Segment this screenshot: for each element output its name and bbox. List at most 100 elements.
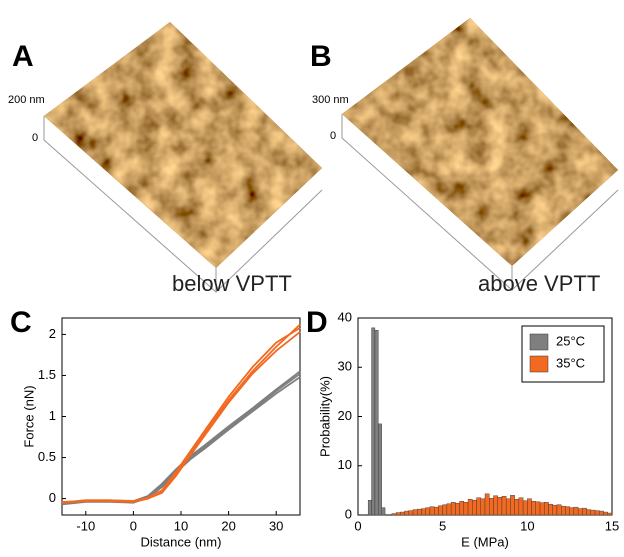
x-tick-label: 15 [605, 518, 619, 533]
histogram-bar [413, 510, 417, 515]
afm-image-b: B 300 nm 0 above VPTT [310, 14, 623, 296]
histogram-bar [502, 496, 506, 515]
force-curve [62, 325, 300, 502]
histogram-bar [455, 503, 459, 515]
y-tick-label: 1 [49, 408, 56, 423]
histogram-bar [426, 508, 430, 515]
histogram-bar [595, 511, 599, 515]
histogram-bar [570, 508, 574, 515]
force-curve [62, 371, 300, 502]
histogram-bar [549, 504, 553, 515]
x-tick-label: 5 [439, 518, 446, 533]
caption: above VPTT [478, 271, 600, 296]
force-curve [62, 374, 300, 504]
force-curve [62, 328, 300, 503]
histogram-bar [368, 500, 371, 515]
y-tick-label: 0 [49, 490, 56, 505]
histogram-bar [438, 506, 442, 515]
histogram-bar [409, 511, 413, 515]
histogram-bar [540, 503, 544, 515]
histogram-bar [464, 502, 468, 515]
histogram-bar [443, 505, 447, 515]
histogram-bar [608, 513, 612, 515]
histogram-bar [536, 502, 540, 515]
panel-label: A [12, 40, 34, 73]
histogram-bar [506, 499, 510, 515]
caption: below VPTT [172, 271, 292, 296]
x-tick-label: 10 [174, 518, 188, 533]
plot-frame [62, 318, 300, 515]
y-axis-label: Force (nN) [21, 385, 36, 447]
histogram-bar [451, 502, 455, 515]
figure: A 200 nm 0 below VPTT B 300 nm 0 above V… [0, 0, 624, 552]
histogram-bar [434, 507, 438, 515]
y-tick-label: 1.5 [38, 367, 56, 382]
y-tick-label: 2 [49, 326, 56, 341]
histogram-bar [481, 499, 485, 515]
histogram-bar [574, 507, 578, 515]
y-tick-label: 40 [338, 309, 352, 324]
histogram-bar [468, 499, 472, 515]
x-tick-label: 0 [354, 518, 361, 533]
histogram-bar [430, 507, 434, 515]
histogram-bar [422, 509, 426, 515]
histogram-bar [417, 509, 421, 515]
panel-label: B [310, 40, 332, 73]
histogram-bar [375, 330, 378, 515]
histogram-bar [392, 514, 396, 515]
y-axis-label: Probability(%) [317, 376, 332, 457]
histogram-bar [599, 511, 603, 515]
y-tick-label: 0 [345, 506, 352, 521]
panel-label: C [10, 306, 32, 339]
histogram-bar [510, 495, 514, 515]
x-tick-label: 30 [269, 518, 283, 533]
x-axis-label: E (MPa) [461, 534, 509, 549]
histogram-bar [553, 505, 557, 515]
legend-label: 25°C [556, 333, 585, 348]
histogram-bar [578, 509, 582, 515]
histogram-bar [582, 508, 586, 515]
x-tick-label: 10 [520, 518, 534, 533]
x-axis-label: Distance (nm) [141, 534, 222, 549]
legend-label: 35°C [556, 355, 585, 370]
histogram-bar [489, 498, 493, 515]
histogram-bar [400, 512, 404, 515]
histogram-bar [477, 498, 481, 515]
histogram-bar [587, 510, 591, 515]
histogram-bar [372, 328, 375, 515]
histogram-bar [472, 500, 476, 515]
scale-top: 200 nm [8, 94, 45, 106]
histogram-bar [382, 508, 385, 515]
scale-top: 300 nm [312, 94, 349, 106]
histogram-bar [557, 505, 561, 515]
afm-image-a: A 200 nm 0 below VPTT [8, 18, 330, 296]
histogram-bar [544, 502, 548, 515]
histogram-bar [396, 513, 400, 515]
histogram-bar [532, 501, 536, 515]
x-tick-label: 20 [221, 518, 235, 533]
y-tick-label: 30 [338, 359, 352, 374]
scale-bottom: 0 [32, 132, 38, 144]
histogram-bar [405, 511, 409, 515]
force-curve [62, 332, 300, 503]
histogram-bar [447, 504, 451, 515]
y-tick-label: 0.5 [38, 449, 56, 464]
histogram-bar [565, 507, 569, 515]
histogram-bar [591, 510, 595, 515]
legend-swatch [530, 356, 548, 372]
y-tick-label: 20 [338, 408, 352, 423]
histogram-bar [515, 499, 519, 515]
histogram-bar [493, 496, 497, 515]
force-curve [62, 377, 300, 504]
scale-bottom: 0 [330, 130, 336, 142]
histogram-bar [485, 494, 489, 515]
y-tick-label: 10 [338, 457, 352, 472]
histogram-bar [561, 506, 565, 515]
x-tick-label: 0 [130, 518, 137, 533]
panel-label: D [306, 306, 328, 339]
histogram-bar [523, 501, 527, 515]
histogram-bar [378, 424, 381, 515]
histogram-bar [498, 497, 502, 515]
legend-swatch [530, 334, 548, 350]
histogram-bar [460, 501, 464, 515]
